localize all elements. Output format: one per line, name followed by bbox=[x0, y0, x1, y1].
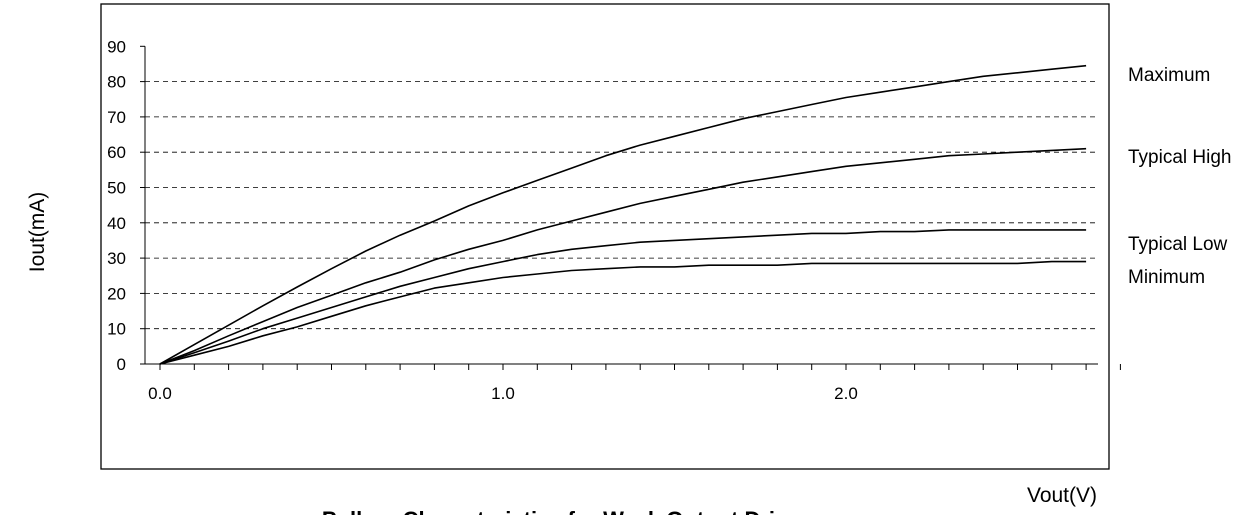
y-tick-label: 30 bbox=[107, 249, 126, 268]
series-lines bbox=[159, 64, 1087, 365]
chart-frame bbox=[100, 3, 1110, 470]
y-axis-title: Iout(mA) bbox=[26, 192, 49, 273]
y-tick-label: 80 bbox=[107, 73, 126, 92]
series-labels: Maximum Typical High Typical Low Minimum bbox=[1128, 65, 1232, 288]
y-tick-label: 40 bbox=[107, 214, 126, 233]
series-line-typical-low bbox=[159, 229, 1087, 365]
series-label-maximum: Maximum bbox=[1128, 65, 1210, 86]
chart-title: Pull-up Characteristics for Weak Output … bbox=[322, 507, 809, 515]
y-tick-label: 60 bbox=[107, 143, 126, 162]
series-label-typical-low: Typical Low bbox=[1128, 234, 1228, 255]
axes: 0 10 20 30 40 50 60 70 80 90 0.0 1.0 2.0 bbox=[107, 37, 1121, 403]
y-tick-label: 90 bbox=[107, 37, 126, 56]
series-line-maximum bbox=[159, 64, 1087, 365]
y-tick-label: 10 bbox=[107, 320, 126, 339]
x-tick-label: 1.0 bbox=[491, 384, 515, 403]
x-axis-title: Vout(V) bbox=[1027, 484, 1097, 507]
y-tick-label: 70 bbox=[107, 108, 126, 127]
series-label-typical-high: Typical High bbox=[1128, 147, 1232, 168]
y-tick-label: 20 bbox=[107, 284, 126, 303]
gridlines bbox=[145, 81, 1098, 330]
y-tick-label: 50 bbox=[107, 179, 126, 198]
series-line-typical-high bbox=[159, 147, 1087, 365]
y-tick-label: 0 bbox=[117, 355, 126, 374]
x-tick-label: 0.0 bbox=[148, 384, 172, 403]
x-tick-label: 2.0 bbox=[834, 384, 858, 403]
series-line-minimum bbox=[159, 260, 1087, 365]
series-label-minimum: Minimum bbox=[1128, 267, 1205, 288]
